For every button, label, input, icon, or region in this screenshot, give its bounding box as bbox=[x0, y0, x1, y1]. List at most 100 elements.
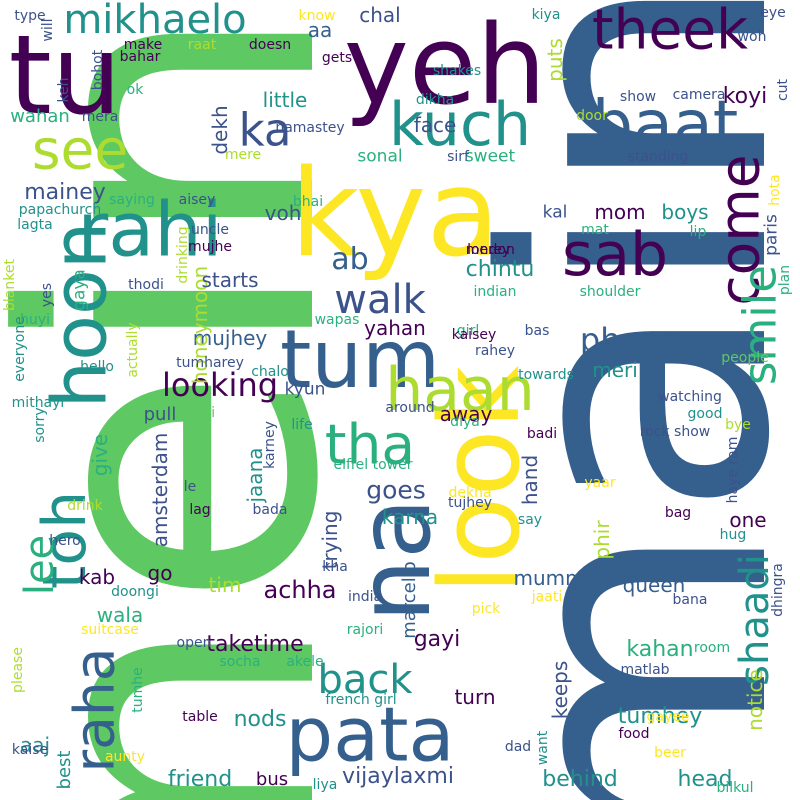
word-pick: pick bbox=[471, 601, 501, 617]
word-bohot: bohot bbox=[90, 49, 106, 91]
word-kiya: kiya bbox=[531, 7, 561, 23]
word-drink: drink bbox=[67, 498, 103, 514]
word-aisey: aisey bbox=[178, 192, 216, 208]
word-turn: turn bbox=[454, 685, 496, 709]
word-door: door bbox=[576, 108, 608, 124]
word-lag: lag bbox=[189, 502, 211, 518]
word-namastey: namastey bbox=[275, 120, 345, 136]
word-make: make bbox=[123, 37, 163, 53]
word-starts: starts bbox=[201, 268, 259, 292]
word-tumharey: tumharey bbox=[176, 355, 244, 371]
word-walk: walk bbox=[334, 277, 426, 323]
word-best: best bbox=[54, 750, 75, 790]
word-aa: aa bbox=[307, 18, 333, 42]
word-merey: merey bbox=[465, 242, 511, 258]
word-kuch: kuch bbox=[389, 90, 531, 160]
word-meri: meri bbox=[592, 358, 638, 382]
word-voh: voh bbox=[264, 201, 302, 225]
word-eiffel-tower: eiffel tower bbox=[333, 457, 413, 473]
word-uncle: uncle bbox=[191, 222, 229, 238]
word-marcello: marcello bbox=[399, 561, 420, 639]
word-back: back bbox=[317, 657, 413, 703]
word-standing: standing bbox=[627, 149, 689, 165]
word-goes: goes bbox=[366, 475, 426, 505]
word-lip: lip bbox=[689, 224, 707, 240]
word-know: know bbox=[298, 8, 336, 24]
word-dikha: dikha bbox=[415, 92, 455, 108]
word-show: show bbox=[619, 89, 657, 105]
word-bag: bag bbox=[664, 505, 692, 521]
word-sirf: sirf bbox=[447, 149, 469, 165]
word-diya: diya bbox=[450, 414, 480, 430]
word-papachurch: papachurch bbox=[18, 202, 102, 218]
word-ok: ok bbox=[126, 82, 144, 98]
word-mat: mat bbox=[581, 222, 609, 238]
word-aaj: aaj bbox=[19, 733, 51, 757]
word-looking: looking bbox=[161, 366, 279, 404]
word-nods: nods bbox=[233, 707, 287, 732]
word-sweet: sweet bbox=[464, 146, 516, 167]
word-gaya: gaya bbox=[69, 269, 90, 311]
word-chalo: chalo bbox=[251, 364, 289, 380]
word-mithayi: mithayi bbox=[11, 395, 65, 411]
word-lagta: lagta bbox=[17, 217, 53, 233]
word-kha: kha bbox=[322, 559, 348, 575]
word-please: please bbox=[10, 647, 26, 693]
word-phir: phir bbox=[590, 520, 614, 560]
word-open: open bbox=[176, 635, 212, 651]
word-shakes: shakes bbox=[432, 63, 482, 79]
word-rajori: rajori bbox=[346, 622, 384, 638]
word-food: food bbox=[618, 726, 650, 742]
word-towards: towards bbox=[518, 367, 574, 383]
word-kal: kal bbox=[542, 202, 568, 223]
word-shaadi: shaadi bbox=[732, 554, 778, 686]
word-puts: puts bbox=[543, 38, 567, 82]
word-hota: hota bbox=[767, 174, 783, 206]
word-blanket: blanket bbox=[2, 259, 18, 311]
word-matlab: matlab bbox=[620, 662, 670, 678]
word-dekha: dekha bbox=[448, 485, 492, 501]
word-queen: queen bbox=[622, 573, 686, 597]
word-hello: hello bbox=[80, 359, 114, 375]
word-yaar: yaar bbox=[584, 475, 616, 491]
word-vijaylaxmi: vijaylaxmi bbox=[342, 764, 454, 789]
word-hand: hand bbox=[518, 454, 542, 506]
word-tumhey: tumhey bbox=[617, 704, 703, 729]
word-eye: eye bbox=[760, 5, 786, 21]
word-gayi: gayi bbox=[413, 627, 461, 652]
word-kyun: kyun bbox=[284, 379, 326, 400]
word-gayee: gayee bbox=[646, 709, 690, 725]
word-kya: kya bbox=[290, 145, 500, 284]
word-tum: tum bbox=[280, 313, 440, 406]
word-pata: pata bbox=[285, 690, 455, 779]
word-yahan: yahan bbox=[364, 316, 426, 340]
word-rahey: rahey bbox=[474, 343, 516, 359]
word-saying: saying bbox=[109, 192, 155, 208]
word-india: india bbox=[347, 589, 383, 605]
word-bas: bas bbox=[524, 323, 550, 339]
word-le: le bbox=[183, 479, 197, 495]
word-bahar: bahar bbox=[119, 49, 161, 65]
word-drinking: drinking bbox=[175, 226, 191, 284]
word-friend: friend bbox=[167, 767, 233, 792]
word-rahi: rahi bbox=[77, 185, 223, 274]
word-gets: gets bbox=[321, 50, 353, 66]
word-shoulder: shoulder bbox=[579, 284, 641, 300]
word-life: life bbox=[291, 417, 313, 433]
word-ka: ka bbox=[238, 103, 292, 157]
word-head: head bbox=[677, 767, 733, 792]
word-theek: theek bbox=[592, 0, 748, 62]
word-chal: chal bbox=[359, 3, 401, 27]
word-bana: bana bbox=[672, 592, 708, 608]
word-bilkul: bilkul bbox=[716, 780, 754, 796]
word-achha: achha bbox=[263, 576, 337, 604]
word-mikhaelo: mikhaelo bbox=[63, 0, 247, 43]
word-keh: keh bbox=[56, 77, 72, 103]
word-little: little bbox=[262, 88, 308, 112]
word-rock-show: rock show bbox=[639, 424, 711, 440]
word-sorry: sorry bbox=[32, 407, 48, 443]
word-tujhey: tujhey bbox=[447, 495, 493, 511]
word-sonal: sonal bbox=[357, 146, 403, 167]
word-taketime: taketime bbox=[206, 632, 304, 657]
